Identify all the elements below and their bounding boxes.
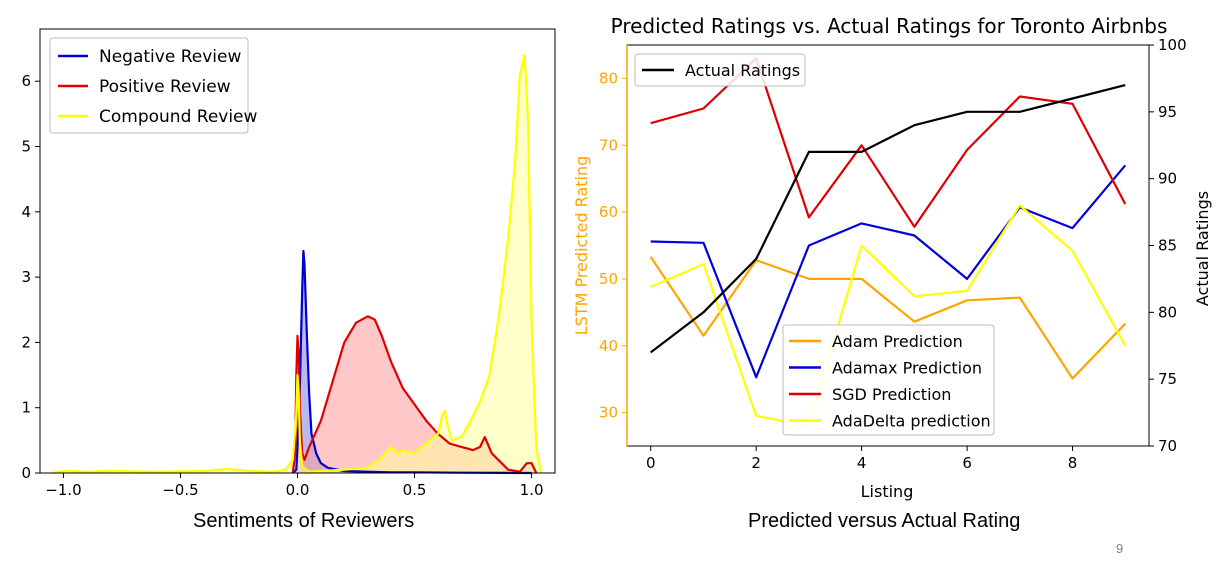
- y-tick-label: 6: [21, 72, 31, 90]
- area-compound-review: [51, 55, 541, 473]
- y-tick-label: 50: [599, 270, 618, 288]
- y2-tick-label: 95: [1158, 103, 1177, 121]
- y2-tick-label: 75: [1158, 370, 1177, 388]
- y2-axis-label: Actual Ratings: [1193, 191, 1212, 306]
- y-tick-label: 60: [599, 203, 618, 221]
- y-tick-label: 80: [599, 69, 618, 87]
- line-adamax-prediction: [650, 164, 1127, 379]
- y-tick-label: 30: [599, 404, 618, 422]
- legend-label: AdaDelta prediction: [832, 412, 991, 431]
- line-compound-review: [51, 53, 543, 475]
- x-tick-label: 6: [962, 454, 972, 472]
- line-adadelta-prediction: [650, 204, 1127, 427]
- legend-label: Negative Review: [99, 47, 241, 67]
- y-tick-label: 40: [599, 337, 618, 355]
- y2-tick-label: 90: [1158, 170, 1177, 188]
- line-adam-prediction: [649, 256, 1127, 380]
- y-axis-label: LSTM Predicted Rating: [572, 156, 591, 336]
- x-tick-label: 1.0: [520, 481, 544, 499]
- x-tick-label: 0.5: [403, 481, 427, 499]
- x-tick-label: 4: [857, 454, 867, 472]
- legend-label: Adamax Prediction: [832, 359, 982, 378]
- y-tick-label: 4: [21, 203, 31, 221]
- y-tick-label: 3: [21, 268, 31, 286]
- y-tick-label: 1: [21, 399, 31, 417]
- y2-tick-label: 70: [1158, 437, 1177, 455]
- x-tick-label: 0: [646, 454, 656, 472]
- y-tick-label: 70: [599, 136, 618, 154]
- legend-actual: Actual Ratings: [634, 53, 806, 87]
- caption-sentiments: Sentiments of Reviewers: [193, 510, 415, 532]
- x-tick-label: −1.0: [45, 481, 81, 499]
- y2-tick-label: 100: [1158, 36, 1187, 54]
- x-tick-label: 0.0: [286, 481, 310, 499]
- y2-tick-label: 80: [1158, 303, 1177, 321]
- legend-label: SGD Prediction: [832, 385, 951, 404]
- legend: Negative Review Positive Review Compound R…: [49, 37, 258, 134]
- ratings-line-chart: 0 2 4 6 8 30 40 50 60 70 80 70 75 80 85 90 95 100Predicte…: [572, 14, 1212, 501]
- x-tick-label: 8: [1068, 454, 1078, 472]
- legend-predictions: Adam Prediction Adamax Prediction SGD Pred…: [782, 324, 995, 436]
- y-tick-label: 5: [21, 138, 31, 156]
- legend-box: [634, 53, 806, 87]
- legend-label: Adam Prediction: [832, 332, 963, 351]
- chart-title: Predicted Ratings vs. Actual Ratings for…: [611, 14, 1168, 38]
- legend-label: Compound Review: [99, 107, 258, 127]
- sentiment-density-chart: −1.0 −0.5 0.0 0.5 1.0 0 1 2 3 4 5 6 Negative Review P…: [21, 28, 556, 499]
- x-tick-label: 2: [751, 454, 761, 472]
- y-tick-label: 2: [21, 333, 31, 351]
- y2-tick-label: 85: [1158, 237, 1177, 255]
- legend-label: Actual Ratings: [685, 61, 800, 80]
- legend-box: [49, 37, 249, 134]
- caption-predicted-actual: Predicted versus Actual Rating: [748, 510, 1021, 532]
- x-axis-label: Listing: [861, 482, 914, 501]
- page-number: 9: [1116, 541, 1124, 556]
- area-positive-review: [292, 316, 537, 473]
- x-tick-label: −0.5: [162, 481, 198, 499]
- legend-label: Positive Review: [99, 77, 231, 97]
- y-tick-label: 0: [21, 464, 31, 482]
- legend-box: [782, 324, 995, 436]
- line-actual-ratings: [650, 84, 1126, 354]
